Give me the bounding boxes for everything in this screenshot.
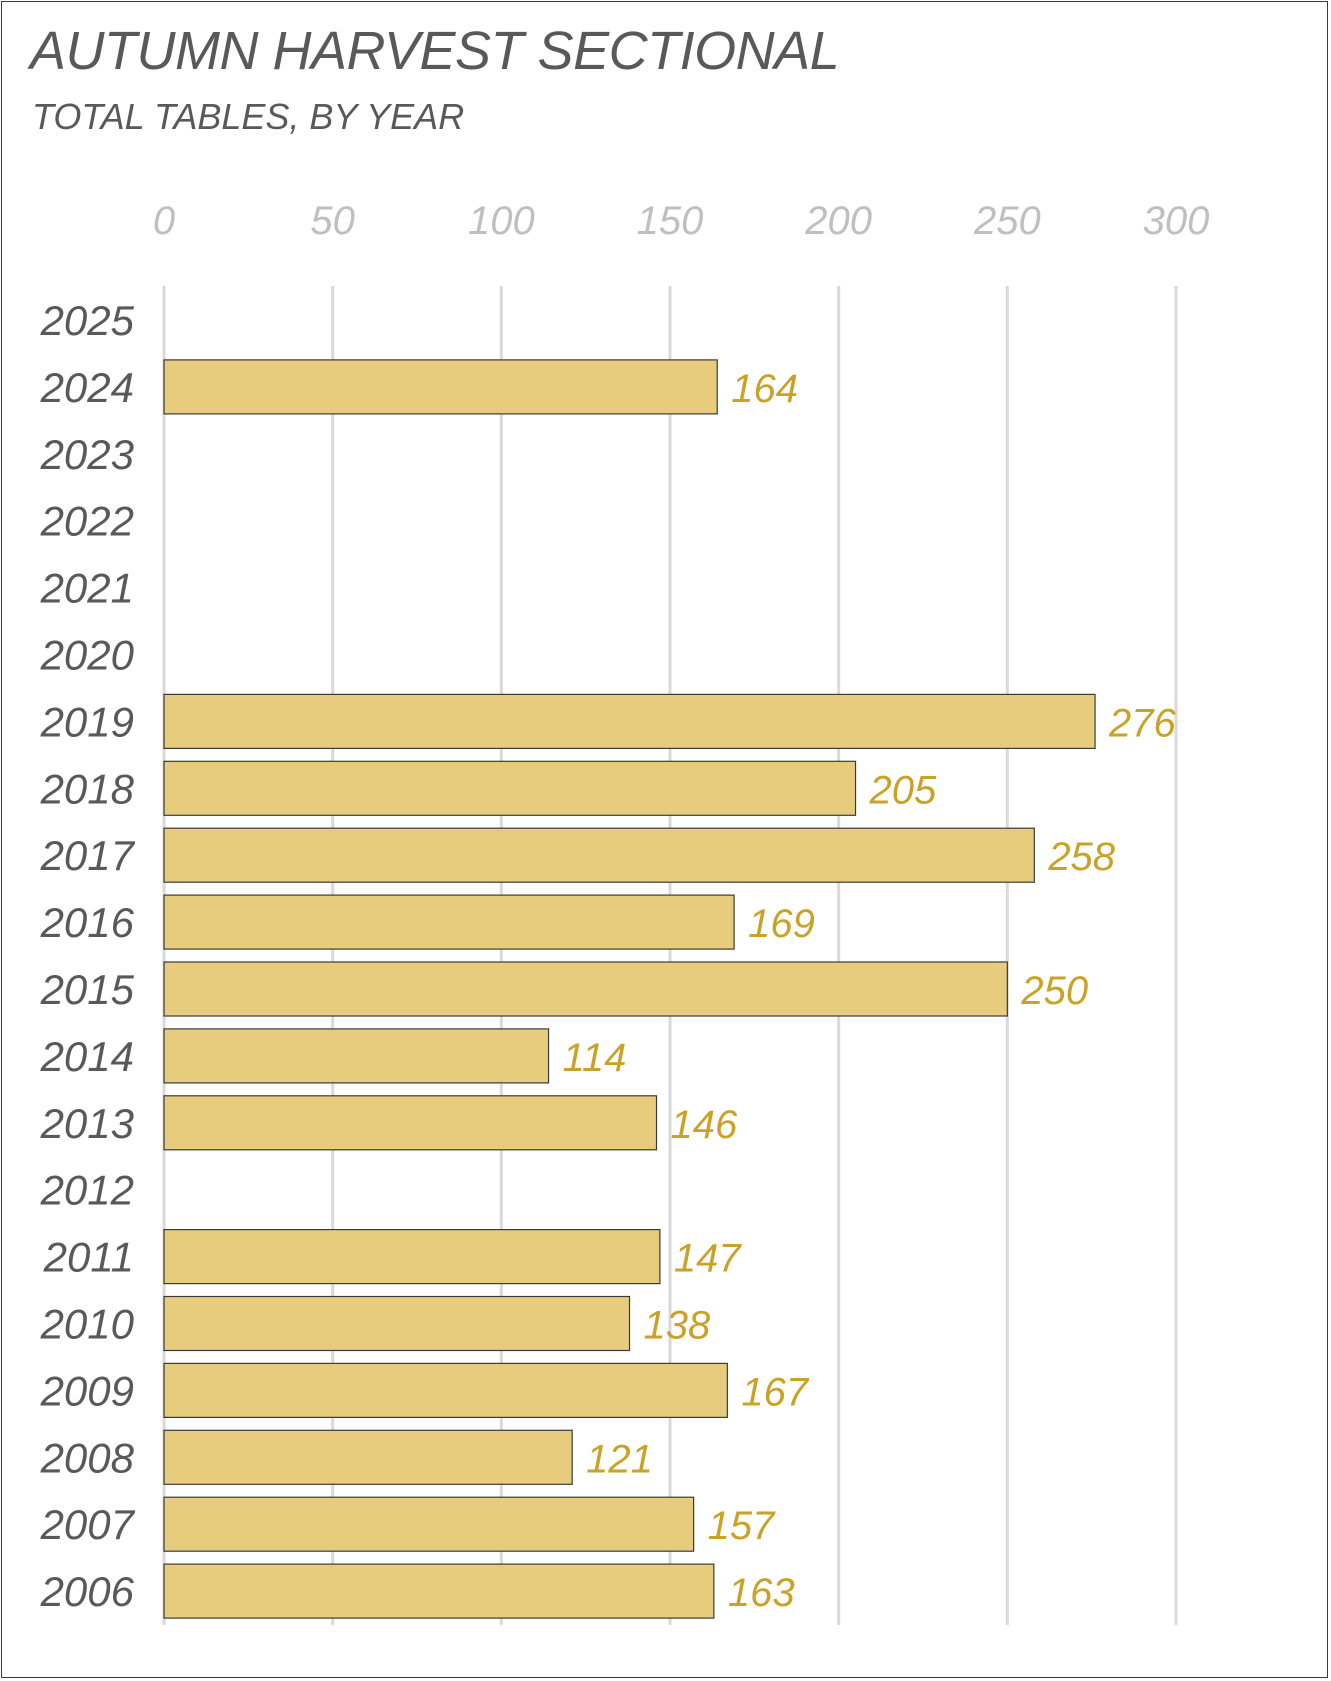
tick-label-200: 200: [804, 199, 872, 243]
bar-2018: [163, 760, 857, 816]
category-label-2007: 2007: [40, 1501, 136, 1548]
category-label-2021: 2021: [40, 565, 134, 612]
bar-2016: [163, 894, 735, 950]
bar-2006: [163, 1563, 715, 1619]
tick-label-250: 250: [973, 199, 1041, 243]
category-label-2017: 2017: [40, 832, 136, 879]
value-label-2010: 138: [644, 1304, 711, 1348]
category-labels: 2025 2024 2023 2022 2021 2020 2019 2018 2017 2016…: [40, 297, 136, 1615]
bar-2017: [163, 827, 1035, 883]
category-label-2019: 2019: [40, 698, 134, 745]
value-label-2008: 121: [586, 1437, 653, 1481]
category-label-2012: 2012: [40, 1167, 134, 1214]
category-label-2013: 2013: [40, 1100, 134, 1147]
value-label-2019: 276: [1108, 701, 1176, 745]
category-label-2016: 2016: [40, 899, 135, 946]
category-label-2023: 2023: [40, 431, 134, 478]
value-label-2006: 163: [728, 1571, 795, 1615]
bar-2024: [163, 359, 718, 415]
tick-label-0: 0: [153, 199, 175, 243]
value-label-2024: 164: [731, 367, 798, 411]
bar-2010: [163, 1295, 631, 1352]
bar-2019: [163, 693, 1096, 750]
value-label-2015: 250: [1020, 969, 1088, 1013]
value-label-2016: 169: [748, 902, 815, 946]
tick-label-300: 300: [1143, 199, 1210, 243]
value-label-2011: 147: [674, 1237, 742, 1281]
category-label-2010: 2010: [40, 1301, 135, 1348]
bar-2007: [163, 1496, 695, 1552]
bars: [163, 359, 1096, 1619]
bar-2008: [163, 1429, 573, 1485]
category-label-2006: 2006: [40, 1568, 135, 1615]
category-label-2008: 2008: [40, 1434, 135, 1481]
bar-2011: [163, 1228, 661, 1285]
category-label-2020: 2020: [40, 632, 135, 679]
category-label-2015: 2015: [40, 966, 135, 1013]
chart-title: AUTUMN HARVEST SECTIONAL: [30, 21, 840, 81]
value-labels: 164 276 205 258 169 250 114 146 147 138 167 121 157 1…: [563, 367, 1177, 1615]
value-label-2007: 157: [708, 1504, 776, 1548]
category-label-2014: 2014: [40, 1033, 134, 1080]
tick-label-50: 50: [310, 199, 355, 243]
bar-2014: [163, 1028, 550, 1084]
tick-label-150: 150: [637, 199, 704, 243]
gridlines: [162, 286, 1178, 1625]
category-label-2022: 2022: [40, 498, 134, 545]
category-label-2011: 2011: [43, 1234, 134, 1281]
chart-subtitle: TOTAL TABLES, BY YEAR: [32, 96, 465, 137]
value-label-2018: 205: [869, 768, 937, 812]
bar-2009: [163, 1362, 728, 1419]
category-label-2024: 2024: [40, 364, 134, 411]
category-label-2025: 2025: [40, 297, 135, 344]
category-label-2009: 2009: [40, 1367, 134, 1414]
value-label-2013: 146: [671, 1103, 738, 1147]
bar-2013: [163, 1095, 658, 1151]
value-label-2014: 114: [563, 1036, 627, 1080]
value-label-2009: 167: [741, 1370, 809, 1414]
tick-label-100: 100: [468, 199, 535, 243]
value-label-2017: 258: [1047, 835, 1115, 879]
x-axis-ticks: 0 50 100 150 200 250 300: [153, 199, 1210, 243]
category-label-2018: 2018: [40, 765, 135, 812]
bar-2015: [163, 961, 1008, 1017]
